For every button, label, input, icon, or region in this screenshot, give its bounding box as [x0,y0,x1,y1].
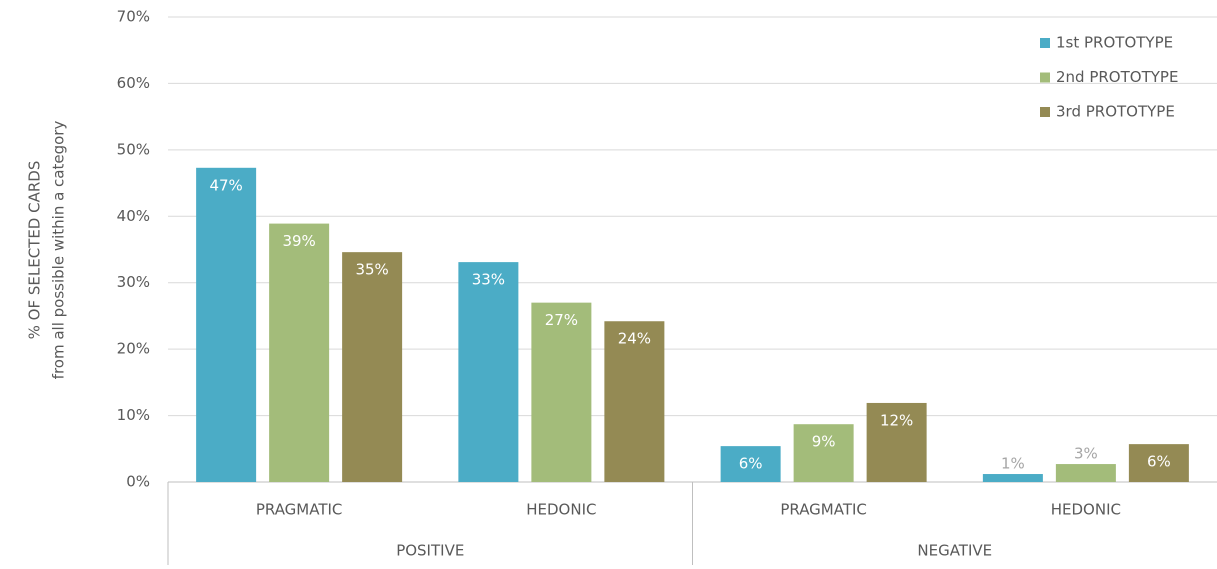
legend-swatch [1040,107,1050,117]
value-label: 1% [1001,455,1025,473]
bar [720,446,781,482]
value-label: 24% [618,330,651,348]
value-label: 27% [545,311,578,329]
y-tick-label: 50% [117,140,150,158]
value-label: 3% [1074,445,1098,463]
bar [1055,464,1116,482]
y-tick-label: 60% [117,74,150,92]
legend-label: 3rd PROTOTYPE [1056,103,1175,121]
bar [866,402,927,482]
x-tick-label: PRAGMATIC [780,501,867,519]
y-tick-label: 10% [117,406,150,424]
bar [793,424,854,482]
bar [604,321,665,482]
bar [269,223,330,483]
bar [196,167,257,483]
y-tick-label: 40% [117,207,150,225]
group-label: NEGATIVE [917,542,992,560]
x-tick-label: HEDONIC [1051,501,1121,519]
legend-label: 1st PROTOTYPE [1056,34,1173,52]
bar [342,252,403,482]
y-tick-label: 0% [126,473,150,491]
value-label: 39% [282,232,315,250]
bar [458,262,519,482]
y-tick-label: 70% [117,8,150,26]
y-axis-title-line: from all possible within a category [50,121,68,380]
value-label: 33% [472,271,505,289]
legend-swatch [1040,72,1050,83]
legend-label: 2nd PROTOTYPE [1056,68,1178,86]
value-label: 6% [1147,453,1171,471]
y-axis-title-line: % OF SELECTED CARDS [26,161,44,340]
group-label: POSITIVE [396,542,464,560]
y-tick-label: 20% [117,340,150,358]
value-label: 6% [739,455,763,473]
bar [531,302,592,482]
y-axis-title: % OF SELECTED CARDS from all possible wi… [26,121,68,380]
y-tick-label: 30% [117,273,150,291]
value-label: 9% [812,433,836,451]
value-label: 47% [209,176,242,194]
value-label: 12% [880,411,913,429]
bar [982,474,1043,482]
x-tick-label: HEDONIC [526,501,596,519]
bar [1128,444,1189,482]
value-label: 35% [355,261,388,279]
x-tick-label: PRAGMATIC [256,501,343,519]
legend-swatch [1040,38,1050,48]
